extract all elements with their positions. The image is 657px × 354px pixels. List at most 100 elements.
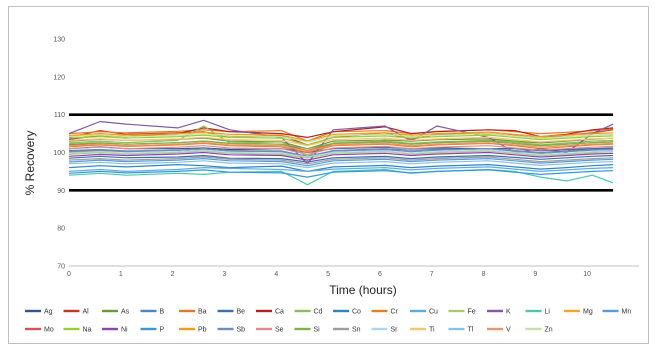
legend-label: As — [121, 309, 130, 316]
legend-item-sr: Sr — [371, 327, 399, 334]
legend-item-cu: Cu — [410, 309, 438, 316]
series-line-li — [68, 168, 614, 186]
legend-item-b: B — [140, 309, 165, 316]
legend-label: Pb — [198, 327, 207, 334]
legend-item-mg: Mg — [564, 309, 593, 316]
y-tick-label: 120 — [53, 74, 65, 81]
y-tick-label: 130 — [53, 37, 65, 44]
legend-label: Be — [237, 309, 246, 316]
legend-label: V — [506, 327, 511, 334]
series-line-tl — [68, 160, 614, 169]
series-line-si — [68, 140, 614, 150]
series-line-p — [68, 169, 614, 178]
series-line-cr — [68, 142, 614, 154]
legend-item-ti: Ti — [410, 327, 435, 334]
legend-item-p: P — [140, 327, 165, 334]
legend-label: Mn — [622, 309, 632, 316]
legend-label: Co — [352, 309, 361, 316]
series-line-pb — [68, 131, 614, 142]
legend-item-sb: Sb — [217, 327, 246, 334]
legend-label: Si — [314, 327, 321, 334]
x-tick-label: 3 — [223, 271, 227, 278]
series-line-ni — [68, 151, 614, 161]
legend-label: Mo — [44, 327, 54, 334]
y-tick-label: 80 — [57, 226, 65, 233]
legend-item-as: As — [102, 309, 130, 316]
series-line-se — [68, 145, 614, 155]
legend-item-mo: Mo — [25, 327, 54, 334]
series-line-na — [68, 134, 614, 146]
legend-label: Sb — [237, 327, 246, 334]
limits-layer — [69, 113, 614, 192]
legend-item-ag: Ag — [25, 309, 53, 316]
series-line-k — [68, 119, 614, 165]
axes-layer: 70 80 90 100 110 120 130 0 1 2 3 4 5 6 7 8 9 10 — [53, 37, 639, 278]
legend-item-k: K — [487, 309, 511, 316]
legend-label: Cu — [429, 309, 438, 316]
legend-label: P — [160, 327, 165, 334]
legend-label: Ca — [275, 309, 284, 316]
legend-item-be: Be — [217, 309, 246, 316]
legend: Ag Al As B Ba Be Ca Cd Co Cr Cu Fe K Li Mg Mn Mo Na Ni P Pb S… — [25, 309, 631, 334]
series-line-sb — [68, 148, 614, 157]
legend-item-cr: Cr — [371, 309, 399, 316]
legend-label: B — [160, 309, 165, 316]
chart-svg: 70 80 90 100 110 120 130 0 1 2 3 4 5 6 7 8 9 10 % Recover… — [23, 37, 639, 334]
x-tick-label: 7 — [430, 271, 434, 278]
legend-item-si: Si — [294, 327, 321, 334]
series-line-sr — [68, 149, 614, 158]
y-tick-label: 70 — [57, 264, 65, 271]
legend-item-ca: Ca — [256, 309, 284, 316]
legend-item-mn: Mn — [602, 309, 632, 316]
x-tick-label: 8 — [482, 271, 486, 278]
legend-label: Cr — [391, 309, 399, 316]
x-tick-label: 9 — [533, 271, 537, 278]
legend-label: Cd — [314, 309, 323, 316]
legend-label: Sr — [391, 327, 399, 334]
x-axis-label: Time (hours) — [329, 283, 397, 297]
legend-label: Li — [545, 309, 551, 316]
legend-item-cd: Cd — [294, 309, 323, 316]
legend-item-sn: Sn — [333, 327, 361, 334]
legend-item-pb: Pb — [179, 327, 207, 334]
legend-label: Al — [83, 309, 90, 316]
legend-item-al: Al — [63, 309, 90, 316]
series-line-zn — [68, 132, 614, 143]
series-line-sn — [68, 156, 614, 165]
legend-item-tl: Tl — [448, 327, 474, 334]
legend-label: Ni — [121, 327, 128, 334]
legend-label: Se — [275, 327, 284, 334]
legend-item-ba: Ba — [179, 309, 207, 316]
legend-item-fe: Fe — [448, 309, 476, 316]
legend-label: Zn — [545, 327, 553, 334]
legend-item-co: Co — [333, 309, 361, 316]
y-tick-label: 100 — [53, 150, 65, 157]
legend-label: Ba — [198, 309, 207, 316]
x-tick-label: 2 — [171, 271, 175, 278]
x-tick-label: 10 — [583, 271, 591, 278]
legend-label: Ti — [429, 327, 435, 334]
legend-label: Fe — [468, 309, 476, 316]
legend-item-se: Se — [256, 327, 284, 334]
legend-label: Mg — [583, 309, 593, 316]
series-line-fe — [68, 150, 614, 159]
legend-label: Tl — [468, 327, 474, 334]
series-line-be — [68, 154, 614, 163]
legend-label: Sn — [352, 327, 361, 334]
legend-label: K — [506, 309, 511, 316]
y-axis-label: % Recovery — [23, 131, 37, 196]
legend-item-zn: Zn — [525, 327, 553, 334]
series-line-cu — [68, 166, 614, 172]
legend-label: Ag — [44, 309, 53, 316]
x-tick-label: 0 — [67, 271, 71, 278]
chart-frame: 70 80 90 100 110 120 130 0 1 2 3 4 5 6 7 8 9 10 % Recover… — [8, 6, 649, 344]
legend-item-na: Na — [63, 327, 92, 334]
y-tick-label: 90 — [57, 188, 65, 195]
legend-item-v: V — [487, 327, 511, 334]
legend-item-li: Li — [525, 309, 551, 316]
x-tick-label: 4 — [274, 271, 278, 278]
series-line-v — [68, 142, 614, 152]
legend-label: Na — [83, 327, 92, 334]
series-line-ti — [68, 136, 614, 147]
x-tick-label: 1 — [119, 271, 123, 278]
